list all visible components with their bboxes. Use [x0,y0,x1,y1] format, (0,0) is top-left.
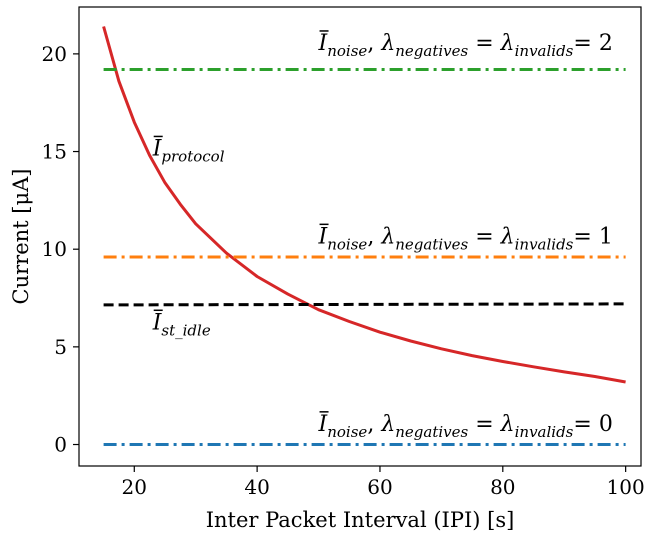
x-tick-label: 80 [490,475,515,499]
y-axis-ticks: 0 5 10 15 20 [42,42,79,457]
annotation-noise-0-text: Inoise, λnegatives = λinvalids= 0 [318,412,613,441]
annotation-noise-lambda-1: Inoise, λnegatives = λinvalids= 1 [318,223,613,253]
annotation-noise-1-text: Inoise, λnegatives = λinvalids= 1 [318,224,613,253]
series-line-1 [102,26,626,384]
y-tick-label: 10 [42,237,67,261]
annotation-idle-text: Ist_idle [152,310,211,339]
plot-lines [102,26,626,446]
y-tick-label: 0 [54,433,67,457]
annotation-noise-lambda-0: Inoise, λnegatives = λinvalids= 0 [318,411,613,441]
annotation-idle-current: Ist_idle [152,309,211,339]
y-tick-label: 15 [42,140,67,164]
y-tick-label: 20 [42,42,67,66]
x-tick-label: 60 [367,475,392,499]
y-tick-label: 5 [54,335,67,359]
y-axis-title: Current [μA] [9,169,33,305]
x-tick-label: 100 [607,475,645,499]
x-tick-label: 40 [244,475,269,499]
x-tick-label: 20 [122,475,147,499]
x-axis-ticks: 20 40 60 80 100 [122,466,645,499]
axes-frame [78,6,642,467]
series-line-4 [103,302,626,307]
annotation-protocol-text: Iprotocol [152,136,225,165]
annotation-protocol-current: Iprotocol [152,135,225,165]
annotation-noise-2-text: Inoise, λnegatives = λinvalids= 2 [318,31,613,60]
x-axis-title: Inter Packet Interval (IPI) [s] [206,508,515,532]
annotation-noise-lambda-2: Inoise, λnegatives = λinvalids= 2 [318,30,613,60]
